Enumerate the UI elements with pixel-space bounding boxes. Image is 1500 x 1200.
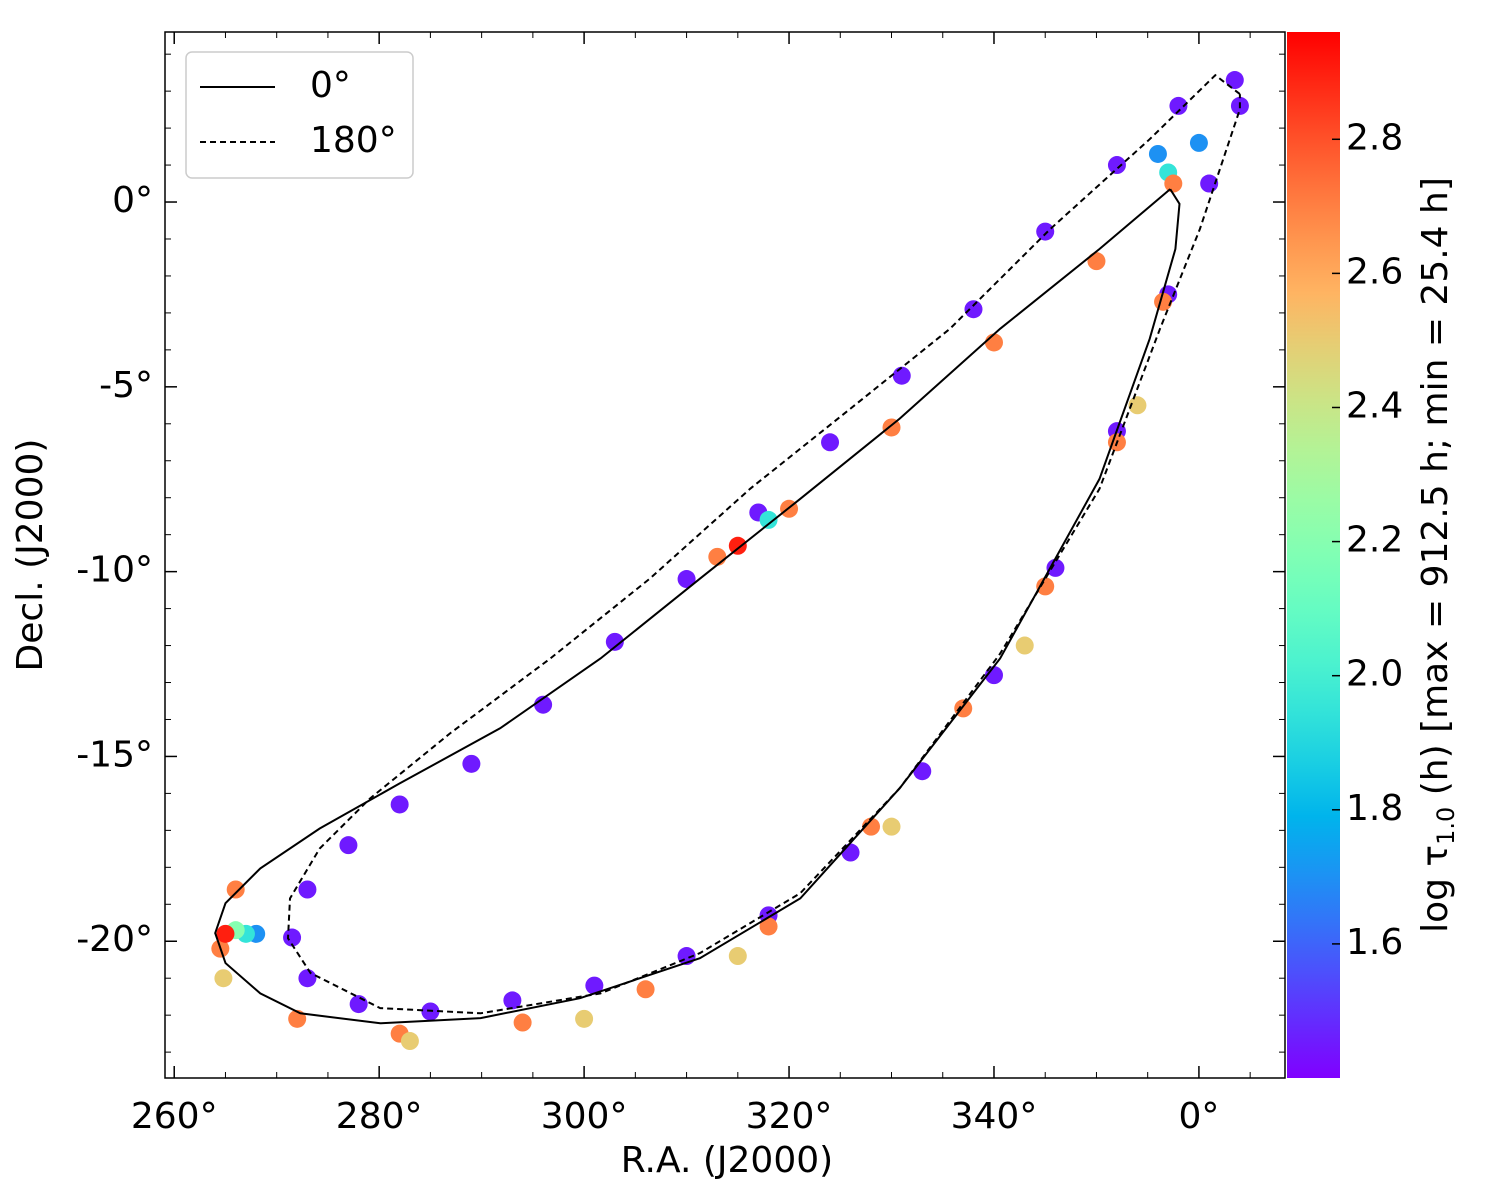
x-tick-label: 260° <box>131 1096 218 1137</box>
x-tick-label: 280° <box>336 1096 423 1137</box>
y-axis-label: Decl. (J2000) <box>10 439 51 672</box>
scatter-point <box>283 928 302 947</box>
scatter-point <box>349 995 368 1014</box>
scatter-point <box>1036 222 1055 241</box>
colorbar <box>1287 32 1340 1078</box>
scatter-point <box>1189 133 1208 152</box>
scatter-point <box>1087 252 1106 271</box>
colorbar-tick-label: 2.0 <box>1346 654 1403 695</box>
y-tick-label: -10° <box>76 550 153 591</box>
scatter-point <box>298 880 317 899</box>
scatter-point <box>759 510 778 529</box>
colorbar-label-sub: 1.0 <box>1432 807 1460 845</box>
scatter-point <box>605 632 624 651</box>
scatter-point <box>882 418 901 437</box>
scatter-point <box>390 795 409 814</box>
scatter-point <box>1107 156 1126 175</box>
colorbar-tick-label: 2.4 <box>1346 385 1403 426</box>
scatter-point <box>821 433 840 452</box>
scatter-point <box>214 969 233 988</box>
colorbar-tick-label: 2.8 <box>1346 117 1403 158</box>
scatter-point <box>226 880 245 899</box>
scatter-point <box>984 333 1003 352</box>
scatter-point <box>534 695 553 714</box>
series-line <box>286 73 1241 1015</box>
scatter-point <box>862 817 881 836</box>
scatter-point <box>1225 71 1244 90</box>
scatter-point <box>1200 174 1219 193</box>
scatter-point <box>964 300 983 319</box>
y-tick-label: 0° <box>112 180 153 221</box>
scatter-point <box>1036 577 1055 596</box>
x-tick-label: 0° <box>1178 1096 1219 1137</box>
scatter-point <box>575 1009 594 1028</box>
colorbar-tick-label: 2.2 <box>1346 520 1403 561</box>
scatter-point <box>882 817 901 836</box>
colorbar-tick-label: 1.6 <box>1346 922 1403 963</box>
y-tick-label: -15° <box>76 734 153 775</box>
scatter-point <box>892 366 911 385</box>
series-line <box>214 188 1181 1025</box>
colorbar-tick-label: 2.6 <box>1346 251 1403 292</box>
scatter-point <box>513 1013 532 1032</box>
axes-frame <box>164 31 1286 1079</box>
scatter-point <box>913 762 932 781</box>
y-tick-label: -5° <box>99 365 153 406</box>
scatter-point <box>298 969 317 988</box>
x-tick-label: 320° <box>746 1096 833 1137</box>
scatter-point <box>728 947 747 966</box>
colorbar-label-rest: (h) [max = 912.5 h; min = 25.4 h] <box>1415 177 1456 807</box>
scatter-point <box>1148 144 1167 163</box>
scatter-point <box>1046 558 1065 577</box>
legend-label: 180° <box>310 120 397 161</box>
scatter-point <box>216 924 235 943</box>
scatter-point <box>1128 396 1147 415</box>
scatter-point <box>636 980 655 999</box>
x-axis-label: R.A. (J2000) <box>621 1140 833 1181</box>
scatter-point <box>400 1032 419 1051</box>
x-tick-label: 340° <box>951 1096 1038 1137</box>
scatter-point <box>677 570 696 589</box>
colorbar-tick-label: 1.8 <box>1346 788 1403 829</box>
scatter-point <box>339 836 358 855</box>
scatter-point <box>728 536 747 555</box>
plot-area <box>211 71 1249 1051</box>
colorbar-label: log τ1.0 (h) [max = 912.5 h; min = 25.4 … <box>1415 177 1460 933</box>
scatter-point <box>462 754 481 773</box>
scatter-point <box>1164 174 1183 193</box>
scatter-point <box>1169 96 1188 115</box>
scatter-point <box>1015 636 1034 655</box>
scatter-point <box>759 917 778 936</box>
scatter-point <box>503 991 522 1010</box>
colorbar-label-main: log τ <box>1415 845 1456 933</box>
legend-box <box>185 51 414 179</box>
legend-label: 0° <box>310 65 351 106</box>
x-tick-label: 300° <box>541 1096 628 1137</box>
y-tick-label: -20° <box>76 919 153 960</box>
scatter-point <box>708 547 727 566</box>
scatter-point <box>585 976 604 995</box>
